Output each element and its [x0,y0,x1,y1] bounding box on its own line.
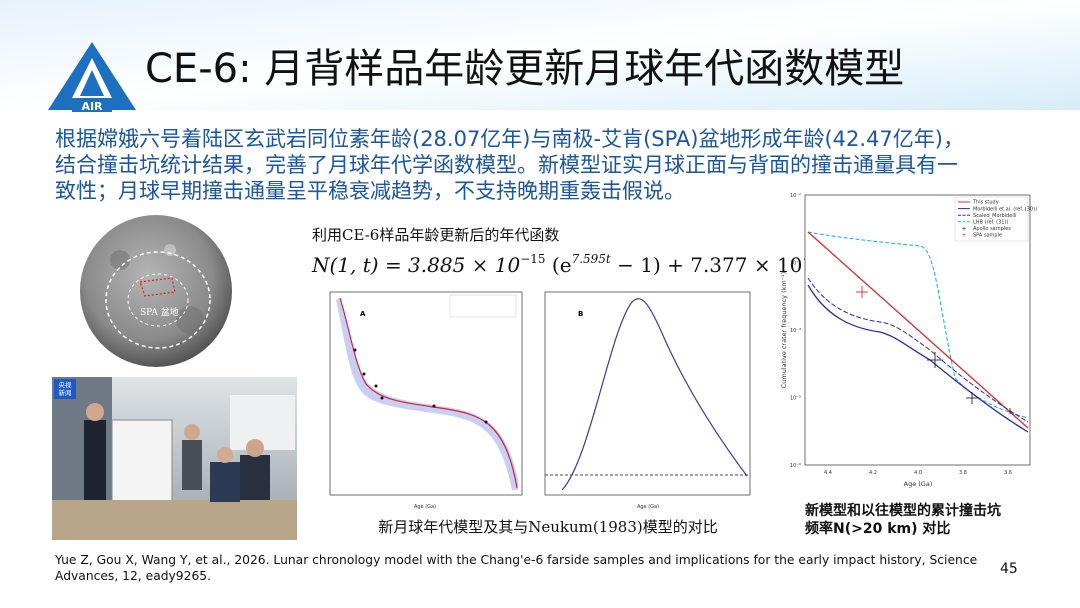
slide-title: CE-6: 月背样品年龄更新月球年代函数模型 [145,46,904,92]
legend-label: LHB (ref. (31)) [973,220,1008,226]
formula-part: N(1, t) = 3.885 × 10 [311,253,521,277]
panel-label: A [360,310,366,318]
formula: N(1, t) = 3.885 × 10−15 (e7.595t − 1) + … [311,252,829,277]
moon-label: SPA 盆地 [140,306,179,318]
x-axis-label: Age (Ga) [637,504,659,510]
panel-a: A Age (Ga) [329,291,523,510]
figure-caption: 新模型和以往模型的累计撞击坑 [805,502,1001,519]
page-number: 45 [1000,561,1018,577]
legend-label: Scaled_Morbidelli [973,213,1017,219]
y-tick-label: 10⁻⁶ [790,463,801,469]
body-line: 结合撞击坑统计结果，完善了月球年代学函数模型。新模型证实月球正面与背面的撞击通量… [55,153,958,177]
formula-exponent: −15 [520,252,545,266]
panel-b: B Age (Ga) [544,291,751,510]
body-line: 根据嫦娥六号着陆区玄武岩同位素年龄(28.07亿年)与南极-艾肯(SPA)盆地形… [55,127,964,151]
x-tick-label: 3.6 [1004,470,1012,476]
y-axis-label: Cumulative crater frequency (km⁻²) [780,272,788,389]
figure-caption: 频率N(>20 km) 对比 [805,520,950,537]
formula-part: − 1) + 7.377 × 10 [611,253,803,277]
legend-label: This study [972,200,999,206]
panel-label: B [578,310,583,318]
photo-badge: 央视 [59,380,73,389]
x-tick-label: 4.0 [914,470,922,476]
x-axis-label: Age (Ga) [904,480,933,488]
legend-marker: + [961,225,966,232]
x-axis-label: Age (Ga) [414,504,436,510]
formula-part: (e [546,253,572,277]
y-tick-label: 10⁻² [790,193,801,199]
citation: Advances, 12, eady9265. [55,569,211,583]
logo: AIR [48,42,136,113]
logo-text: AIR [81,100,103,113]
legend-label: Morbidelli et al. (ref. (30)) [973,206,1037,212]
legend-label: SPA sample [973,233,1002,239]
header-band [0,0,1080,110]
citation: Yue Z, Gou X, Wang Y, et al., 2026. Luna… [54,553,977,567]
formula-exponent: 7.595t [572,252,611,266]
legend-marker: + [961,232,966,239]
figure-caption: 新月球年代模型及其与Neukum(1983)模型的对比 [378,518,718,536]
x-tick-label: 4.2 [869,470,877,476]
legend-label: Apollo samples [973,226,1011,232]
body-line: 致性；月球早期撞击通量呈平稳衰减趋势，不支持晚期重轰击假说。 [55,179,685,203]
photo: 央视 新闻 [52,377,297,540]
y-tick-label: 10⁻³ [790,261,801,267]
y-tick-label: 10⁻⁴ [790,328,801,334]
y-tick-label: 10⁻⁵ [790,396,801,402]
photo-badge: 新闻 [59,388,72,397]
formula-caption: 利用CE-6样品年龄更新后的年代函数 [312,226,559,244]
x-tick-label: 3.8 [959,470,967,476]
moon-image: SPA 盆地 [78,212,234,370]
x-tick-label: 4.4 [824,470,832,476]
crater-frequency-chart: 10⁻² 10⁻³ 10⁻⁴ 10⁻⁵ 10⁻⁶ 4.4 4.2 4.0 3.8 3.6 This… [780,193,1037,488]
